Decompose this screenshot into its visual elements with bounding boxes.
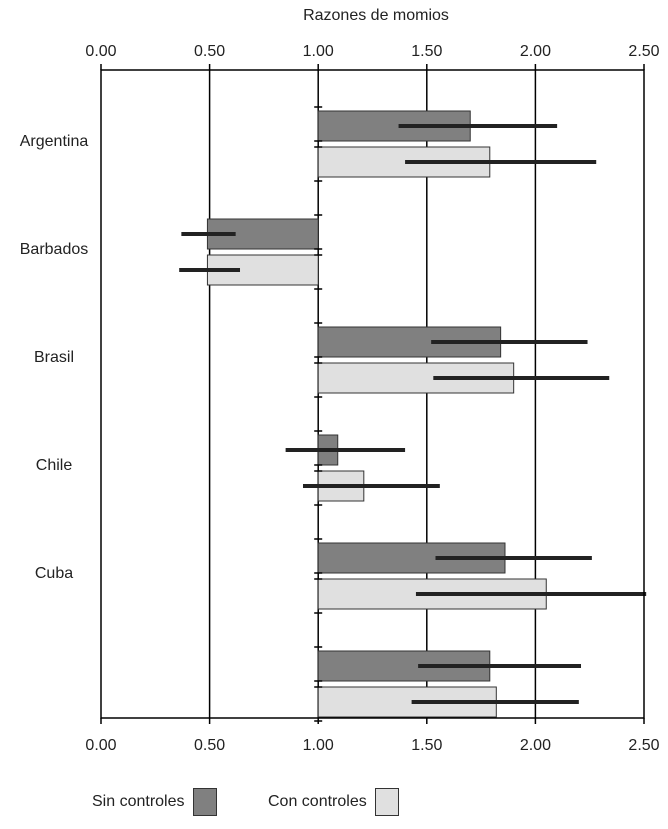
legend-swatch-con-controles xyxy=(374,788,399,816)
category-label: Barbados xyxy=(20,241,89,258)
legend-label-sin-controles: Sin controles xyxy=(92,793,185,810)
x-tick-label-bottom: 0.50 xyxy=(194,737,225,754)
legend-swatch-sin-controles xyxy=(192,788,217,816)
plot-frame xyxy=(100,69,645,719)
odds-ratio-chart: Razones de momios 0.00 0.00 0.50 0.50 1.00 1.… xyxy=(20,7,660,754)
x-tick-label-bottom: 0.00 xyxy=(85,737,116,754)
x-tick-label-top: 2.50 xyxy=(628,43,659,60)
legend-item-sin-controles: Sin controles xyxy=(92,788,217,816)
x-tick-label-top: 2.00 xyxy=(520,43,551,60)
category-label: Brasil xyxy=(34,349,74,366)
legend-label-con-controles: Con controles xyxy=(268,793,367,810)
x-tick-label-top: 0.50 xyxy=(194,43,225,60)
category-label: Chile xyxy=(36,457,73,474)
x-tick-label-bottom: 1.00 xyxy=(303,737,334,754)
category-label: Cuba xyxy=(35,565,73,582)
category-label: Argentina xyxy=(20,133,89,150)
x-tick-label-top: 1.50 xyxy=(411,43,442,60)
x-tick-label-bottom: 2.00 xyxy=(520,737,551,754)
x-tick-label-top: 1.00 xyxy=(303,43,334,60)
x-tick-label-top: 0.00 xyxy=(85,43,116,60)
legend-item-con-controles: Con controles xyxy=(268,788,399,816)
x-tick-label-bottom: 1.50 xyxy=(411,737,442,754)
x-axis-title: Razones de momios xyxy=(303,7,449,24)
legend: Sin controles Con controles xyxy=(0,784,668,824)
x-tick-label-bottom: 2.50 xyxy=(628,737,659,754)
